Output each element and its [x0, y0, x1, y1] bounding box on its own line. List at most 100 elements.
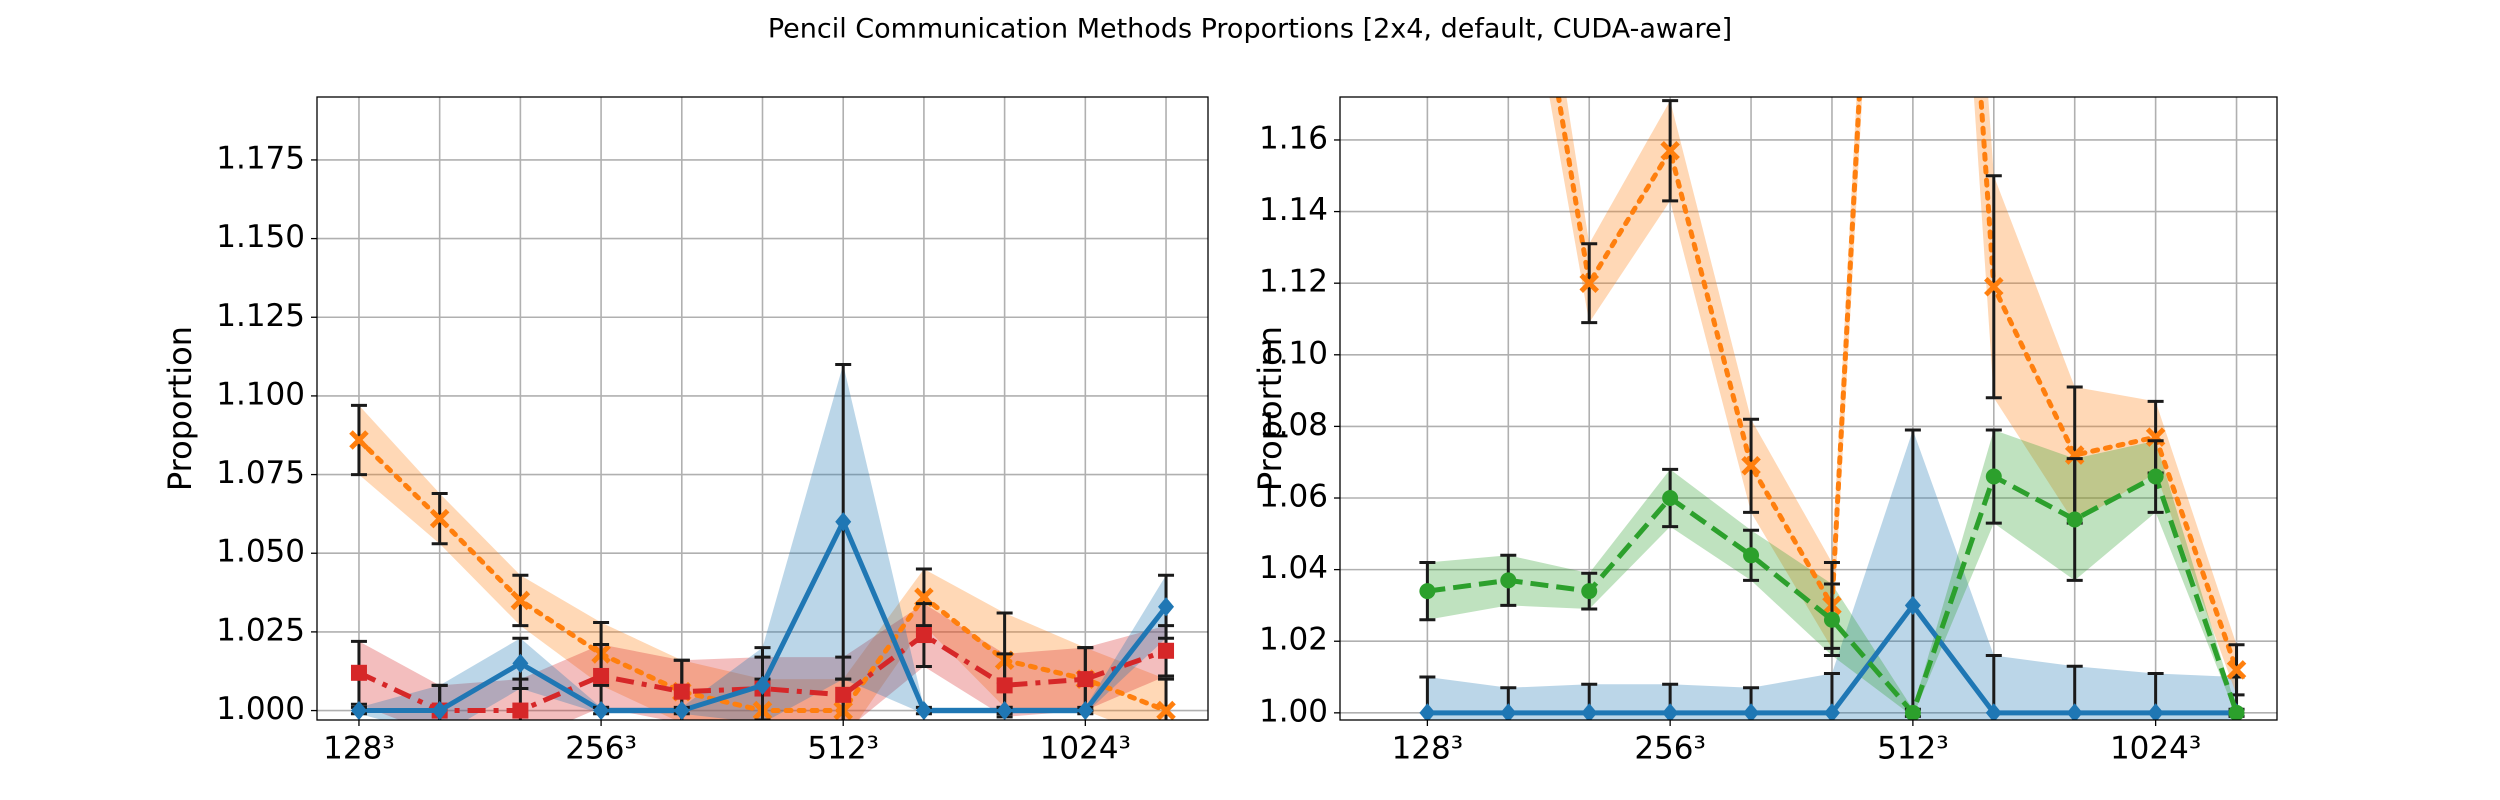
error-band	[439, 679, 521, 720]
marker	[1741, 456, 1761, 476]
plot-area	[349, 362, 1176, 720]
y-axis-label: Proportion	[1251, 326, 1289, 491]
error-band	[923, 603, 1005, 717]
marker	[1743, 547, 1760, 564]
axes-frame	[316, 96, 1209, 721]
error-band	[1831, 429, 1913, 720]
error-band	[1912, 429, 1994, 717]
error-band	[520, 575, 602, 686]
marker	[835, 686, 852, 703]
error-band	[1549, 97, 1590, 323]
x-tick-label: 128³	[323, 731, 395, 767]
marker	[2064, 445, 2085, 465]
marker	[431, 700, 448, 720]
marker	[1156, 700, 1176, 720]
error-band	[843, 603, 924, 720]
x-tick-label: 256³	[1634, 731, 1706, 767]
marker	[1984, 276, 2004, 297]
marker	[1419, 583, 1436, 600]
series-line	[1427, 472, 2239, 718]
marker	[1660, 140, 1680, 161]
y-tick-label: 1.06	[1259, 479, 1328, 515]
marker	[429, 508, 450, 529]
marker	[2145, 427, 2166, 447]
y-tick-label: 1.00	[1259, 693, 1328, 729]
error-band	[1831, 583, 1913, 717]
error-band	[2074, 440, 2156, 581]
error-band	[2155, 673, 2237, 720]
error-band	[1973, 97, 1994, 398]
marker	[350, 664, 367, 681]
error-band	[1589, 100, 1671, 323]
marker	[1581, 703, 1598, 720]
y-tick-label: 1.150	[216, 219, 305, 255]
axes: 128³ 256³ 512³ 1024³ 1.000 1.025 1.050 1.075 1.1…	[161, 96, 1209, 767]
marker	[2066, 511, 2083, 528]
marker	[593, 667, 610, 684]
x-tick-label: 1024³	[2110, 731, 2201, 767]
y-tick-label: 1.12	[1259, 264, 1328, 300]
marker	[1985, 468, 2002, 485]
marker	[1662, 703, 1679, 720]
marker	[915, 700, 932, 720]
error-band	[601, 644, 682, 720]
marker	[1581, 583, 1598, 600]
marker	[2226, 660, 2247, 680]
error-band	[520, 638, 602, 714]
marker	[1823, 611, 1840, 628]
marker	[510, 590, 531, 611]
error-band	[1508, 555, 1590, 610]
marker	[1904, 595, 1921, 616]
marker	[835, 512, 852, 532]
error-band	[1993, 429, 2075, 581]
axes-frame	[1339, 96, 2278, 721]
marker	[1904, 704, 1921, 720]
y-tick-label: 1.175	[216, 140, 305, 176]
error-band	[1751, 419, 1832, 649]
axes: 128³ 256³ 512³ 1024³ 1.00 1.02 1.04 1.06 1.08 1.1…	[1251, 96, 2278, 767]
y-tick-label: 1.125	[216, 298, 305, 334]
error-band	[2074, 666, 2156, 720]
x-tick-label: 256³	[565, 731, 637, 767]
marker	[996, 700, 1013, 720]
x-tick-label: 512³	[807, 731, 879, 767]
marker	[349, 430, 369, 450]
marker	[512, 702, 529, 719]
marker	[1500, 572, 1517, 589]
error-band	[1751, 530, 1832, 656]
x-tick-label: 1024³	[1040, 731, 1131, 767]
y-axis-label: Proportion	[161, 326, 199, 491]
y-tick-label: 1.075	[216, 455, 305, 491]
marker	[915, 627, 932, 644]
error-band	[762, 364, 844, 720]
y-tick-label: 1.000	[216, 691, 305, 727]
plot-area	[1419, 97, 2247, 720]
error-band	[1751, 673, 1832, 720]
error-band	[1670, 469, 1752, 581]
marker	[1743, 703, 1760, 720]
error-band	[1085, 575, 1167, 714]
y-tick-label: 1.16	[1259, 120, 1328, 156]
error-band	[2074, 387, 2156, 524]
marker	[1500, 703, 1517, 720]
marker	[673, 700, 690, 720]
error-band	[1993, 175, 2075, 524]
x-tick-label: 128³	[1392, 731, 1464, 767]
marker	[2066, 703, 2083, 720]
y-tick-label: 1.025	[216, 612, 305, 648]
y-tick-label: 1.10	[1259, 335, 1328, 371]
y-tick-label: 1.14	[1259, 192, 1328, 228]
marker	[2228, 704, 2245, 720]
marker	[1823, 703, 1840, 720]
marker	[1077, 700, 1094, 720]
y-tick-label: 1.100	[216, 376, 305, 412]
marker	[996, 677, 1013, 694]
marker	[2147, 703, 2164, 720]
marker	[2147, 468, 2164, 485]
x-tick-label: 512³	[1877, 731, 1949, 767]
error-band	[1589, 469, 1671, 610]
marker	[1158, 642, 1175, 659]
marker	[673, 683, 690, 700]
